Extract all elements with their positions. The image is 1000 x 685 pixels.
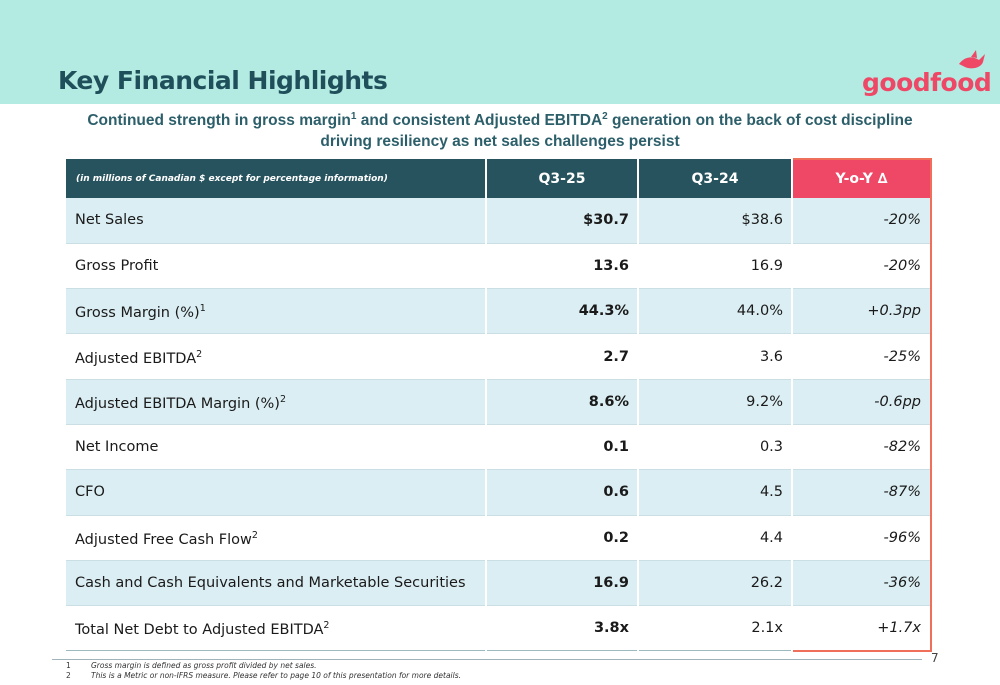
q3-24-value: $38.6	[638, 198, 793, 244]
header-band	[0, 0, 1000, 104]
column-header-q3-25: Q3-25	[486, 159, 639, 198]
q3-24-value: 2.1x	[638, 605, 793, 652]
page-subtitle: Continued strength in gross margin1 and …	[87, 110, 913, 150]
goodfood-logo: goodfood	[862, 48, 992, 100]
table-row: Total Net Debt to Adjusted EBITDA2 3.8x 2.…	[66, 605, 932, 652]
table-header-row: (in millions of Canadian $ except for pe…	[66, 158, 932, 198]
column-header-q3-24: Q3-24	[638, 159, 793, 198]
yoy-change-value: -25%	[791, 333, 932, 380]
q3-25-value: 44.3%	[486, 288, 639, 335]
yoy-change-value: -87%	[791, 469, 932, 516]
yoy-change-value: -0.6pp	[791, 379, 932, 425]
q3-25-value: 3.8x	[486, 605, 639, 652]
metric-label: Adjusted EBITDA2	[66, 333, 487, 380]
footnote-text: Gross margin is defined as gross profit …	[91, 661, 317, 670]
yoy-change-value: -20%	[791, 243, 932, 290]
logo-wordmark: goodfood	[862, 68, 992, 97]
q3-24-value: 3.6	[638, 333, 793, 380]
metric-label: CFO	[66, 469, 487, 516]
footnote: 1 Gross margin is defined as gross profit…	[66, 661, 461, 671]
q3-25-value: $30.7	[486, 198, 639, 244]
column-header-yoy-change: Y-o-Y ∆	[791, 158, 932, 198]
metric-label: Adjusted EBITDA Margin (%)2	[66, 379, 487, 425]
q3-24-value: 4.4	[638, 515, 793, 561]
q3-24-value: 16.9	[638, 243, 793, 290]
footnote-ref: 1	[199, 303, 206, 315]
metric-label: Total Net Debt to Adjusted EBITDA2	[66, 605, 487, 652]
table-row: Cash and Cash Equivalents and Marketable…	[66, 560, 932, 607]
bird-logo-icon	[959, 50, 985, 69]
footnote-ref: 2	[196, 348, 203, 360]
table-row: Adjusted Free Cash Flow2 0.2 4.4 -96%	[66, 515, 932, 561]
footnote: 2 This is a Metric or non-IFRS measure. P…	[66, 671, 461, 681]
table-body: Net Sales $30.7 $38.6 -20% Gross Profit 13.6 1…	[66, 198, 932, 652]
yoy-change-value: +1.7x	[791, 605, 932, 652]
q3-25-value: 8.6%	[486, 379, 639, 425]
q3-24-value: 26.2	[638, 560, 793, 607]
table-row: Adjusted EBITDA Margin (%)2 8.6% 9.2% -0.6p…	[66, 379, 932, 425]
yoy-change-value: -20%	[791, 198, 932, 244]
q3-25-value: 0.6	[486, 469, 639, 516]
yoy-change-value: +0.3pp	[791, 288, 932, 335]
q3-24-value: 9.2%	[638, 379, 793, 425]
q3-25-value: 13.6	[486, 243, 639, 290]
footnote-ref: 2	[279, 393, 287, 405]
table-row: Gross Margin (%)1 44.3% 44.0% +0.3pp	[66, 288, 932, 335]
page-number: 7	[931, 651, 939, 665]
yoy-change-value: -96%	[791, 515, 932, 561]
units-label: (in millions of Canadian $ except for pe…	[66, 159, 487, 198]
metric-label: Cash and Cash Equivalents and Marketable…	[66, 560, 487, 607]
footer-divider	[52, 659, 922, 660]
table-row: Gross Profit 13.6 16.9 -20%	[66, 243, 932, 290]
q3-25-value: 0.1	[486, 424, 639, 471]
q3-25-value: 0.2	[486, 515, 639, 561]
yoy-change-value: -36%	[791, 560, 932, 607]
footnote-ref: 1	[350, 110, 357, 122]
metric-label: Gross Margin (%)1	[66, 288, 487, 335]
footnote-ref: 2	[251, 529, 258, 541]
table-row: Net Income 0.1 0.3 -82%	[66, 424, 932, 471]
table-row: Adjusted EBITDA2 2.7 3.6 -25%	[66, 333, 932, 380]
q3-24-value: 4.5	[638, 469, 793, 516]
q3-24-value: 0.3	[638, 424, 793, 471]
q3-25-value: 2.7	[486, 333, 639, 380]
metric-label: Net Sales	[66, 198, 487, 244]
financial-highlights-table: (in millions of Canadian $ except for pe…	[66, 158, 932, 652]
footnote-ref: 2	[602, 110, 608, 122]
footnotes: 1 Gross margin is defined as gross profit…	[66, 661, 461, 681]
metric-label: Net Income	[66, 424, 487, 471]
metric-label: Gross Profit	[66, 243, 487, 290]
footnote-text: This is a Metric or non-IFRS measure. Pl…	[91, 671, 461, 680]
yoy-change-value: -82%	[791, 424, 932, 471]
page-title: Key Financial Highlights	[58, 66, 388, 95]
footnote-number: 2	[66, 671, 71, 680]
footnote-number: 1	[66, 661, 71, 670]
metric-label: Adjusted Free Cash Flow2	[66, 515, 487, 561]
q3-25-value: 16.9	[486, 560, 639, 607]
q3-24-value: 44.0%	[638, 288, 793, 335]
table-row: CFO 0.6 4.5 -87%	[66, 469, 932, 516]
footnote-ref: 2	[323, 620, 330, 632]
table-row: Net Sales $30.7 $38.6 -20%	[66, 198, 932, 244]
